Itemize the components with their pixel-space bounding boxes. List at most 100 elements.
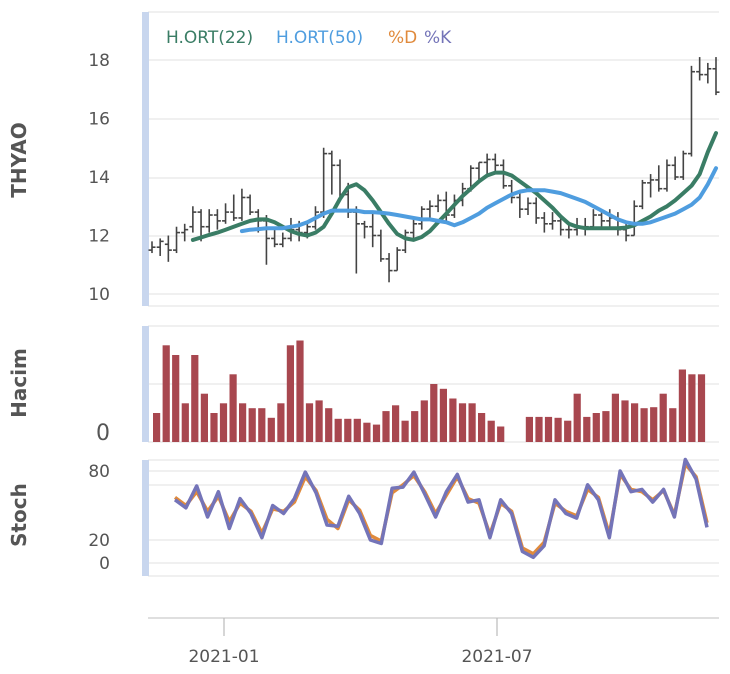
- price-ytick: 18: [88, 51, 110, 71]
- ohlc-bar: [410, 217, 418, 239]
- stoch-k-line: [173, 457, 709, 560]
- ma22-line: [190, 131, 718, 242]
- ohlc-bar: [401, 229, 409, 254]
- ohlc-bar: [655, 165, 663, 192]
- ohlc-bar: [328, 150, 336, 195]
- volume-panel-title: Hacim: [7, 348, 31, 418]
- price-ytick: 14: [88, 168, 110, 188]
- stoch-ytick: 0: [99, 554, 110, 574]
- volume-bar: [525, 416, 533, 442]
- volume-bar: [392, 405, 400, 442]
- price-ytick: 10: [88, 285, 110, 305]
- ohlc-bar: [483, 153, 491, 175]
- volume-bar: [411, 411, 419, 442]
- ohlc-bar: [704, 62, 712, 84]
- volume-bar: [669, 408, 677, 442]
- ohlc-bar: [148, 241, 156, 254]
- volume-bar: [162, 345, 170, 442]
- ohlc-bar: [320, 147, 328, 218]
- panel-axis-bar: [142, 460, 149, 576]
- volume-bar: [372, 424, 381, 442]
- ohlc-bar: [189, 206, 197, 233]
- volume-bar: [420, 400, 428, 442]
- ohlc-bar: [549, 212, 557, 230]
- volume-bar: [305, 403, 314, 442]
- panel-axis-bar: [142, 12, 149, 306]
- ohlc-bar: [663, 159, 671, 192]
- volume-bar: [458, 403, 467, 442]
- ohlc-bar: [222, 203, 230, 224]
- volume-bar: [248, 408, 256, 442]
- volume-bar: [573, 393, 581, 442]
- volume-bar: [449, 398, 457, 442]
- ohlc-bar: [712, 57, 720, 96]
- ohlc-bar: [156, 238, 164, 256]
- ohlc-bar: [647, 174, 655, 198]
- volume-bar: [382, 411, 390, 442]
- ohlc-bar: [262, 215, 270, 265]
- stochastic-lines: [173, 457, 709, 560]
- volume-bar: [258, 408, 266, 442]
- volume-bar: [631, 403, 639, 442]
- volume-bar: [344, 418, 352, 442]
- ohlc-bar: [508, 179, 516, 204]
- ohlc-bar: [524, 197, 532, 216]
- volume-bar: [200, 393, 208, 442]
- ohlc-bar: [679, 150, 687, 180]
- ohlc-bar: [696, 57, 704, 81]
- x-tick-label: 2021-07: [461, 647, 532, 667]
- ohlc-bar: [205, 209, 213, 233]
- ohlc-bar: [516, 191, 524, 218]
- ohlc-bar: [361, 220, 369, 239]
- volume-bar: [602, 411, 610, 442]
- volume-bar: [153, 413, 161, 442]
- volume-bar: [286, 345, 294, 442]
- panel-axis-bar: [142, 326, 149, 442]
- legend: H.ORT(22) H.ORT(50) %D %K: [166, 28, 452, 48]
- ohlc-bar: [532, 197, 540, 224]
- volume-bar: [219, 403, 228, 442]
- volume-bar: [478, 413, 486, 442]
- volume-bar: [640, 408, 648, 442]
- stoch-ytick: 20: [88, 531, 110, 551]
- moving-averages: [190, 131, 718, 242]
- volume-bar: [229, 374, 237, 442]
- ohlc-bar: [377, 229, 385, 262]
- ohlc-bar: [369, 212, 377, 248]
- legend-ma50[interactable]: H.ORT(50): [276, 28, 363, 48]
- volume-bar: [697, 374, 706, 442]
- ohlc-bar: [213, 209, 221, 230]
- ohlc-bar: [352, 206, 360, 274]
- volume-bar: [497, 426, 505, 442]
- volume-bar: [621, 400, 629, 442]
- volume-bar: [487, 420, 495, 442]
- volume-bar: [544, 416, 553, 442]
- axis-bars: [142, 12, 149, 576]
- ohlc-bar: [164, 235, 172, 262]
- legend-stoch-d[interactable]: %D: [388, 28, 417, 48]
- volume-bar: [468, 403, 476, 442]
- volume-bar: [210, 413, 218, 442]
- volume-bar: [583, 416, 591, 442]
- legend-stoch-k[interactable]: %K: [424, 28, 452, 48]
- volume-bar: [430, 384, 438, 442]
- volume-bar: [688, 374, 696, 442]
- volume-bar: [564, 420, 572, 442]
- price-ytick: 12: [88, 227, 110, 247]
- ohlc-bar: [230, 194, 238, 221]
- ohlc-bar: [238, 188, 246, 221]
- ohlc-bar: [246, 194, 254, 216]
- ohlc-bar: [475, 161, 483, 180]
- ohlc-bar: [540, 212, 548, 233]
- ma50-line: [239, 166, 718, 234]
- volume-bar: [439, 388, 447, 442]
- volume-bar: [191, 355, 199, 442]
- legend-ma22[interactable]: H.ORT(22): [166, 28, 253, 48]
- volume-bar: [611, 393, 619, 442]
- volume-bar: [535, 416, 543, 442]
- ohlc-bar: [271, 229, 279, 248]
- volume-bar: [277, 403, 285, 442]
- ohlc-bar: [181, 223, 189, 242]
- volume-ytick: 0: [96, 421, 110, 446]
